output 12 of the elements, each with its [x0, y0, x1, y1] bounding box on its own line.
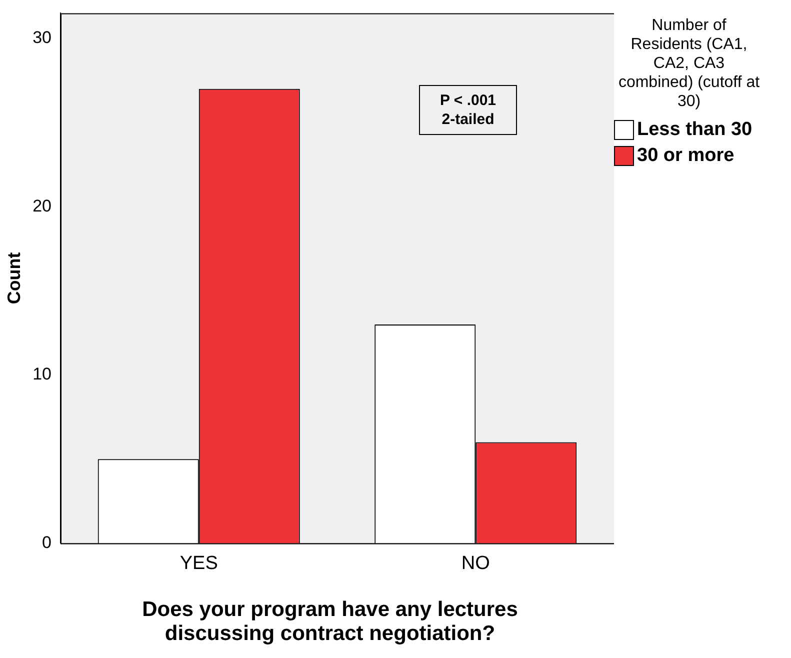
text: Less than 30 — [637, 119, 752, 141]
annotation: P < .001 2-tailed — [419, 85, 517, 135]
y-tick-label: 30 — [32, 28, 52, 48]
y-tick-label: 20 — [32, 196, 52, 216]
y-tick-label: 10 — [32, 364, 52, 384]
x-axis-title: Does your program have any lectures discussing contract negotiation? — [141, 598, 519, 646]
legend-title: Number of Residents (CA1, CA2, CA3 combined) (cutoff at 30) — [617, 16, 761, 111]
x-tick-label: NO — [461, 552, 490, 574]
x-tick-label: YES — [180, 552, 218, 574]
y-tick-label: 0 — [42, 532, 52, 552]
legend-label: 30 or more — [637, 145, 734, 167]
y-axis-title: Count — [4, 252, 24, 304]
